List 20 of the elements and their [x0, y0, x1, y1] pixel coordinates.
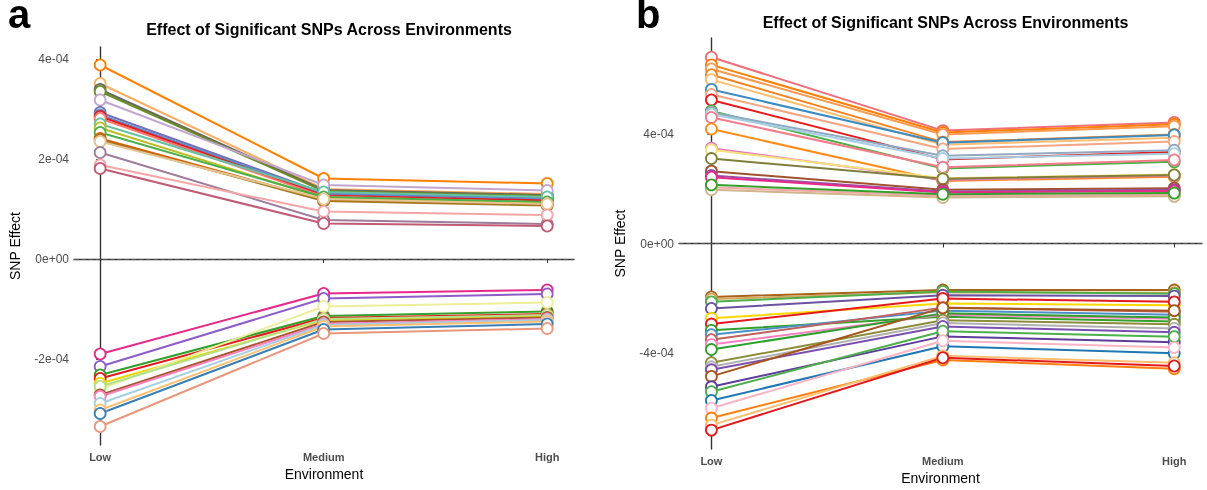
y-tick-label: 2e-04 [38, 152, 70, 166]
y-axis-title: SNP Effect [612, 209, 628, 278]
x-tick-label: High [1162, 454, 1187, 467]
chart-title: Effect of Significant SNPs Across Environments [762, 13, 1129, 31]
x-tick-label: High [534, 450, 560, 463]
y-tick-label: 0e+00 [640, 236, 675, 251]
y-tick-label: 4e-04 [643, 126, 675, 141]
x-axis-title: Environment [284, 466, 364, 482]
y-axis-title: SNP Effect [7, 211, 23, 280]
x-axis-title: Environment [901, 470, 980, 486]
x-tick-label: Low [89, 450, 112, 463]
chart-title: Effect of Significant SNPs Across Environments [146, 20, 512, 38]
y-tick-label: 0e+00 [35, 252, 70, 266]
x-tick-label: Medium [922, 454, 964, 467]
y-tick-label: -4e-04 [639, 346, 675, 361]
x-tick-label: Medium [302, 450, 345, 463]
text: a [8, 0, 31, 36]
y-tick-label: 4e-04 [38, 52, 70, 66]
x-tick-label: Low [700, 454, 723, 467]
y-tick-label: -2e-04 [34, 352, 70, 366]
